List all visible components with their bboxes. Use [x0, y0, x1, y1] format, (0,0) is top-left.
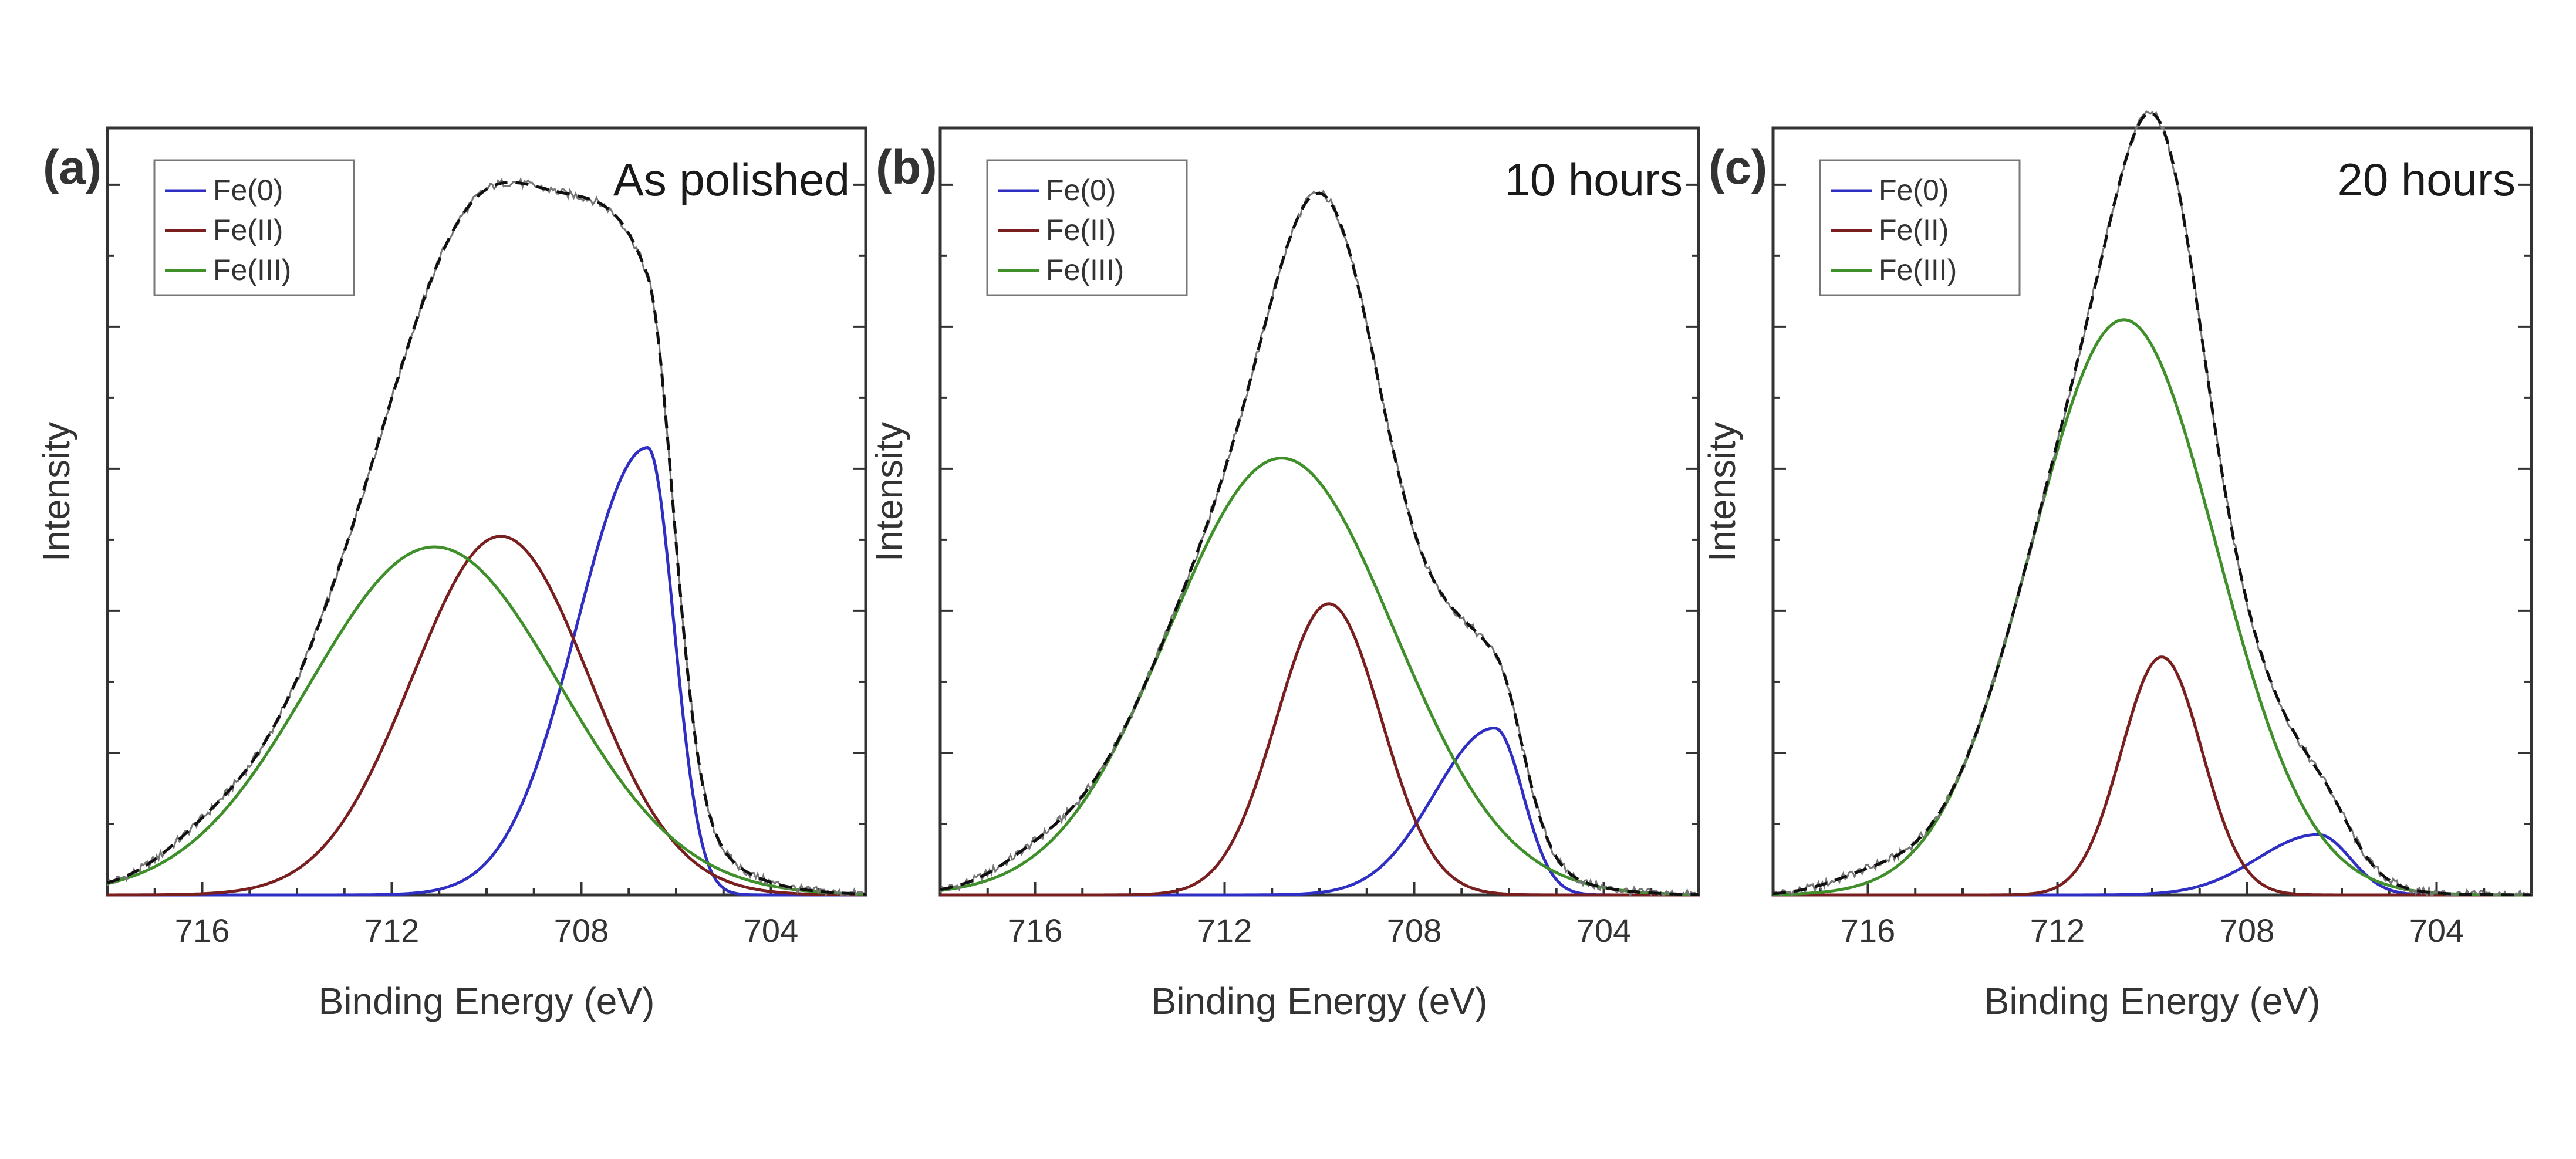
y-axis-title: Intensity — [868, 422, 910, 562]
legend-box — [153, 159, 355, 296]
x-axis-title: Binding Energy (eV) — [1984, 980, 2321, 1022]
x-tick-label: 708 — [2220, 912, 2274, 949]
x-tick-label: 716 — [175, 912, 229, 949]
panel-label: (a) — [43, 141, 102, 194]
condition-label: 20 hours — [2337, 154, 2516, 205]
axis-ticks: 716 712 708 704 — [939, 183, 1700, 949]
series-fe2-line — [107, 535, 866, 897]
axis-ticks: 716 712 708 704 — [106, 183, 867, 949]
panel-label: (c) — [1709, 141, 1767, 194]
series-fe3-line — [107, 545, 866, 896]
condition-label: As polished — [613, 154, 850, 205]
condition-label: 10 hours — [1504, 154, 1683, 205]
fit-envelope-line — [940, 191, 1699, 896]
x-tick-label: 712 — [1197, 912, 1252, 949]
legend-label-fe2: Fe(II) — [1879, 214, 1949, 246]
legend: Fe(0) Fe(II) Fe(III) — [1819, 159, 2021, 296]
x-tick-label: 712 — [364, 912, 419, 949]
series-fe2-line — [940, 602, 1699, 897]
x-tick-label: 708 — [554, 912, 609, 949]
x-axis-title: Binding Energy (eV) — [1152, 980, 1488, 1022]
legend-label-fe0: Fe(0) — [213, 174, 283, 207]
legend: Fe(0) Fe(II) Fe(III) — [986, 159, 1188, 296]
x-tick-label: 712 — [2030, 912, 2085, 949]
legend-label-fe0: Fe(0) — [1879, 174, 1949, 207]
panel-label: (b) — [876, 141, 937, 194]
fit-envelope-line — [1773, 111, 2531, 897]
panel-c: 716 712 708 704 Fe(0) Fe(II) Fe(III) (c) 20… — [1701, 110, 2533, 1022]
legend-label-fe0: Fe(0) — [1046, 174, 1116, 207]
legend-label-fe2: Fe(II) — [213, 214, 283, 246]
panel-a: 716 712 708 704 Fe(0) Fe(II) Fe(III) (a) As… — [35, 126, 867, 1022]
series-fe3-line — [940, 457, 1699, 896]
legend-label-fe2: Fe(II) — [1046, 214, 1116, 246]
x-tick-label: 704 — [1576, 912, 1631, 949]
spectra-curves — [1772, 110, 2533, 897]
series-fe0-line — [107, 446, 866, 897]
x-axis-title: Binding Energy (eV) — [319, 980, 655, 1022]
spectra-curves — [106, 177, 867, 897]
legend-box — [986, 159, 1188, 296]
x-tick-label: 704 — [744, 912, 798, 949]
x-tick-label: 704 — [2409, 912, 2464, 949]
legend-label-fe3: Fe(III) — [1046, 254, 1124, 286]
x-tick-label: 716 — [1841, 912, 1895, 949]
x-tick-label: 716 — [1008, 912, 1062, 949]
y-axis-title: Intensity — [35, 422, 77, 562]
axis-ticks: 716 712 708 704 — [1772, 183, 2533, 949]
legend-label-fe3: Fe(III) — [1879, 254, 1957, 286]
spectra-curves — [939, 190, 1700, 897]
legend: Fe(0) Fe(II) Fe(III) — [153, 159, 355, 296]
series-fe2-line — [1773, 655, 2531, 897]
fit-envelope-line — [107, 181, 866, 896]
legend-label-fe3: Fe(III) — [213, 254, 291, 286]
x-tick-label: 708 — [1387, 912, 1441, 949]
panel-b: 716 712 708 704 Fe(0) Fe(II) Fe(III) (b) 10… — [868, 126, 1700, 1022]
legend-box — [1819, 159, 2021, 296]
y-axis-title: Intensity — [1701, 422, 1743, 562]
